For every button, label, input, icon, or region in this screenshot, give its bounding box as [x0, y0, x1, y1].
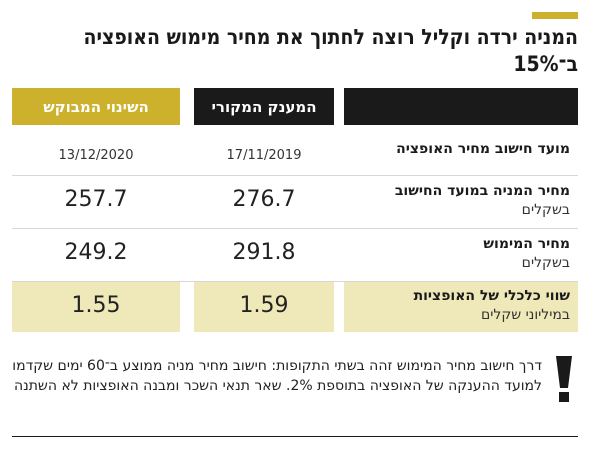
row-label-cell: שווי כלכלי של האופציות במיליוני שקלים	[344, 282, 578, 332]
row-sublabel: בשקלים	[521, 255, 570, 271]
row-label-cell: מחיר המניה במועד החישוב בשקלים	[344, 176, 578, 228]
requested-cell: 257.7	[12, 176, 180, 228]
original-value: 276.7	[232, 187, 296, 212]
original-cell: 276.7	[194, 176, 334, 228]
table-row: שווי כלכלי של האופציות במיליוני שקלים 1.…	[12, 282, 578, 332]
chart-title: המניה ירדה וקליל רוצה לחתוך את מחיר מימו…	[83, 25, 578, 76]
header-requested-label: השינוי המבוקש	[43, 97, 149, 116]
row-label-cell: מועד חישוב מחיר האופציה	[344, 125, 578, 175]
requested-value: 257.7	[64, 187, 128, 212]
table-row: מחיר המימוש בשקלים 291.8 249.2	[12, 229, 578, 282]
original-value: 17/11/2019	[226, 148, 302, 163]
row-sublabel: בשקלים	[521, 202, 570, 218]
table-header: המענק המקורי השינוי המבוקש	[12, 88, 578, 125]
bottom-divider	[12, 436, 578, 437]
table-row: מחיר המניה במועד החישוב בשקלים 276.7 257…	[12, 176, 578, 229]
accent-bar	[532, 12, 578, 19]
original-cell: 291.8	[194, 229, 334, 281]
row-label: מחיר המימוש	[483, 236, 570, 252]
original-cell: 17/11/2019	[194, 125, 334, 175]
row-label: מחיר המניה במועד החישוב	[394, 183, 570, 199]
requested-value: 1.55	[71, 293, 121, 318]
exclamation-icon	[556, 356, 572, 402]
data-table: המענק המקורי השינוי המבוקש מועד חישוב מח…	[12, 88, 578, 332]
header-original: המענק המקורי	[194, 88, 334, 125]
row-label: שווי כלכלי של האופציות	[413, 288, 570, 304]
requested-cell: 13/12/2020	[12, 125, 180, 175]
header-requested: השינוי המבוקש	[12, 88, 180, 125]
row-label: מועד חישוב מחיר האופציה	[396, 141, 570, 157]
row-sublabel: במיליוני שקלים	[480, 307, 570, 323]
row-label-cell: מחיר המימוש בשקלים	[344, 229, 578, 281]
requested-value: 249.2	[64, 240, 128, 265]
original-value: 1.59	[239, 293, 289, 318]
requested-cell: 249.2	[12, 229, 180, 281]
original-value: 291.8	[232, 240, 296, 265]
header-original-label: המענק המקורי	[211, 97, 317, 116]
table-row: מועד חישוב מחיר האופציה 17/11/2019 13/12…	[12, 125, 578, 176]
header-label-cell	[344, 88, 578, 125]
original-cell: 1.59	[194, 282, 334, 332]
requested-value: 13/12/2020	[58, 148, 134, 163]
footnote: דרך חישוב מחיר המימוש זהה בשתי התקופות: …	[12, 358, 542, 394]
requested-cell: 1.55	[12, 282, 180, 332]
